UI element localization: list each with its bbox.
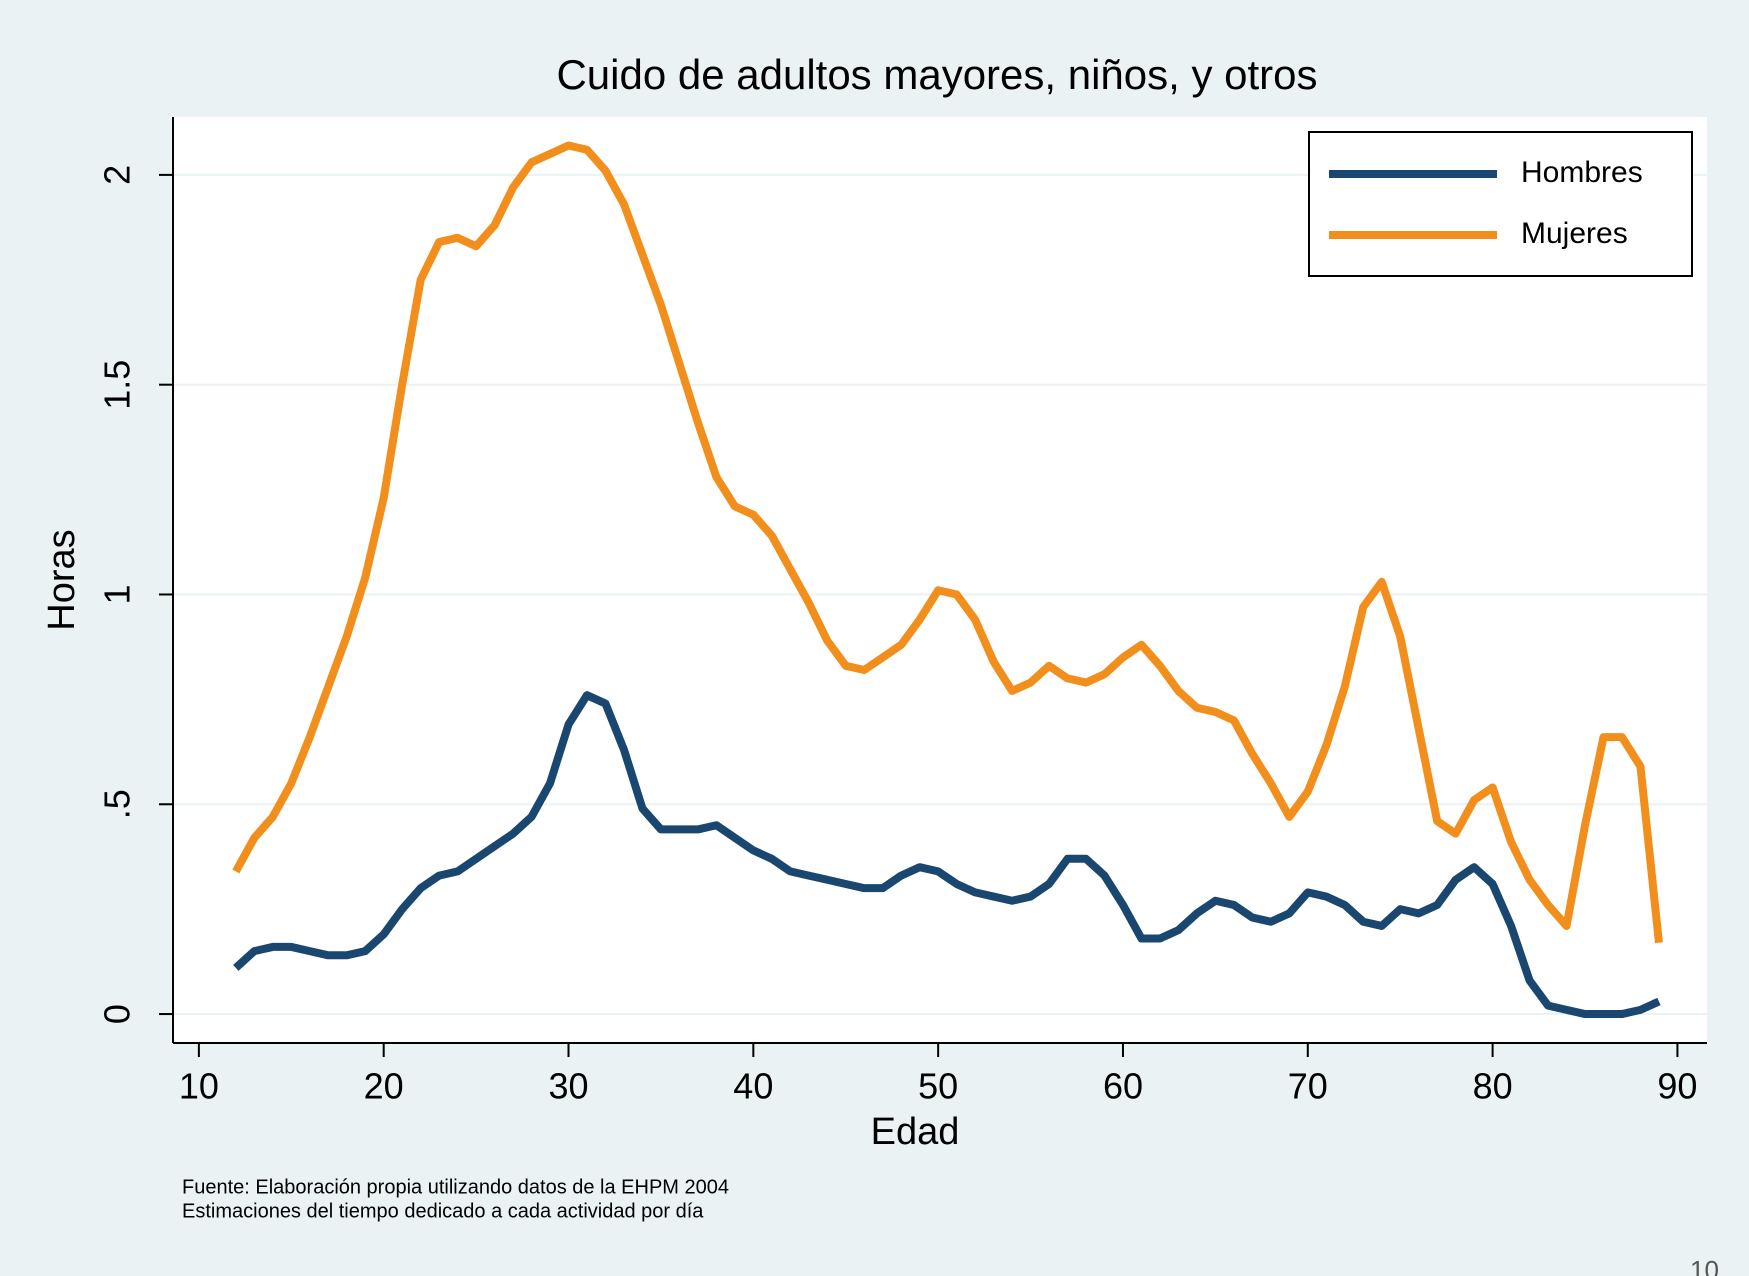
y-axis-label: Horas bbox=[41, 529, 83, 630]
note: Fuente: Elaboración propia utilizando da… bbox=[182, 1176, 729, 1198]
legend-label: Mujeres bbox=[1521, 217, 1628, 250]
legend-label: Hombres bbox=[1521, 156, 1643, 189]
x-tick-label: 80 bbox=[1473, 1066, 1513, 1107]
legend bbox=[1308, 131, 1693, 277]
x-tick-label: 60 bbox=[1103, 1066, 1143, 1107]
x-tick-label: 90 bbox=[1657, 1066, 1697, 1107]
y-tick-label: 1.5 bbox=[97, 360, 138, 410]
note: Estimaciones del tiempo dedicado a cada … bbox=[182, 1200, 704, 1222]
x-tick-label: 70 bbox=[1288, 1066, 1328, 1107]
x-tick-label: 20 bbox=[364, 1066, 404, 1107]
x-axis-label: Edad bbox=[871, 1111, 960, 1153]
page-number: 10 bbox=[1690, 1255, 1719, 1276]
y-tick-label: .5 bbox=[97, 789, 138, 819]
line bbox=[233, 691, 1661, 1019]
x-tick-label: 10 bbox=[179, 1066, 219, 1107]
y-tick-label: 0 bbox=[97, 1004, 138, 1024]
chart-title: Cuido de adultos mayores, niños, y otros bbox=[556, 51, 1317, 98]
x-tick-label: 30 bbox=[548, 1066, 588, 1107]
x-tick-label: 40 bbox=[733, 1066, 773, 1107]
line bbox=[232, 141, 1663, 944]
y-tick-label: 1 bbox=[97, 584, 138, 604]
y-tick-label: 2 bbox=[97, 165, 138, 185]
x-tick-label: 50 bbox=[918, 1066, 958, 1107]
